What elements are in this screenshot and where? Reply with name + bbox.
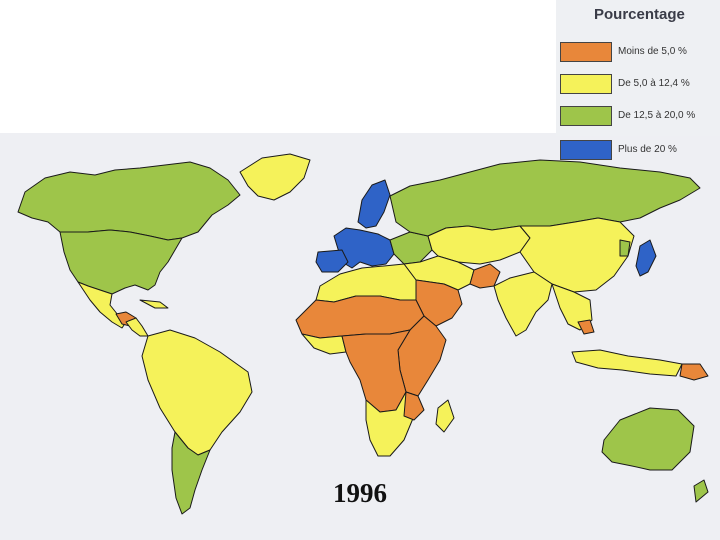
region-australia [601,407,695,471]
region-central-america [125,317,149,337]
legend-swatch-blue [560,140,612,160]
region-argentina [171,431,211,515]
legend-swatch-yellow [560,74,612,94]
legend-item-moins-de-5: Moins de 5,0 % [560,42,720,64]
region-eastern-europe [389,231,433,265]
region-greenland [239,153,311,201]
region-central-africa [341,329,411,413]
legend-item-plus-de-20: Plus de 20 % [560,140,720,162]
region-china [519,217,635,293]
region-mozambique [403,391,425,421]
region-papua [679,363,709,381]
legend-label: Plus de 20 % [618,144,677,155]
region-western-europe [333,227,395,269]
legend-item-5-a-12: De 5,0 à 12,4 % [560,74,720,96]
region-alaska-canada [17,161,241,241]
region-scandinavia [357,179,391,229]
legend-swatch-green [560,106,612,126]
region-south-america [141,329,253,456]
region-madagascar [435,399,455,433]
region-cambodia [577,319,595,335]
region-usa [59,229,183,295]
legend-label: De 5,0 à 12,4 % [618,78,690,89]
legend-swatch-orange [560,42,612,62]
region-new-zealand [693,479,709,503]
region-korea [619,239,631,257]
year-label: 1996 [333,478,387,508]
legend-title: Pourcentage [594,6,685,23]
region-afghanistan [469,263,501,289]
region-india [493,271,553,337]
legend-label: Moins de 5,0 % [618,46,687,57]
region-japan [635,239,657,277]
region-indonesia [571,349,683,377]
legend-label: De 12,5 à 20,0 % [618,110,696,121]
legend-item-12-a-20: De 12,5 à 20,0 % [560,106,720,128]
region-iberia [315,249,349,273]
region-caribbean [139,299,169,309]
legend-panel: Pourcentage Moins de 5,0 % De 5,0 à 12,4… [556,0,720,136]
region-russia [389,159,701,237]
